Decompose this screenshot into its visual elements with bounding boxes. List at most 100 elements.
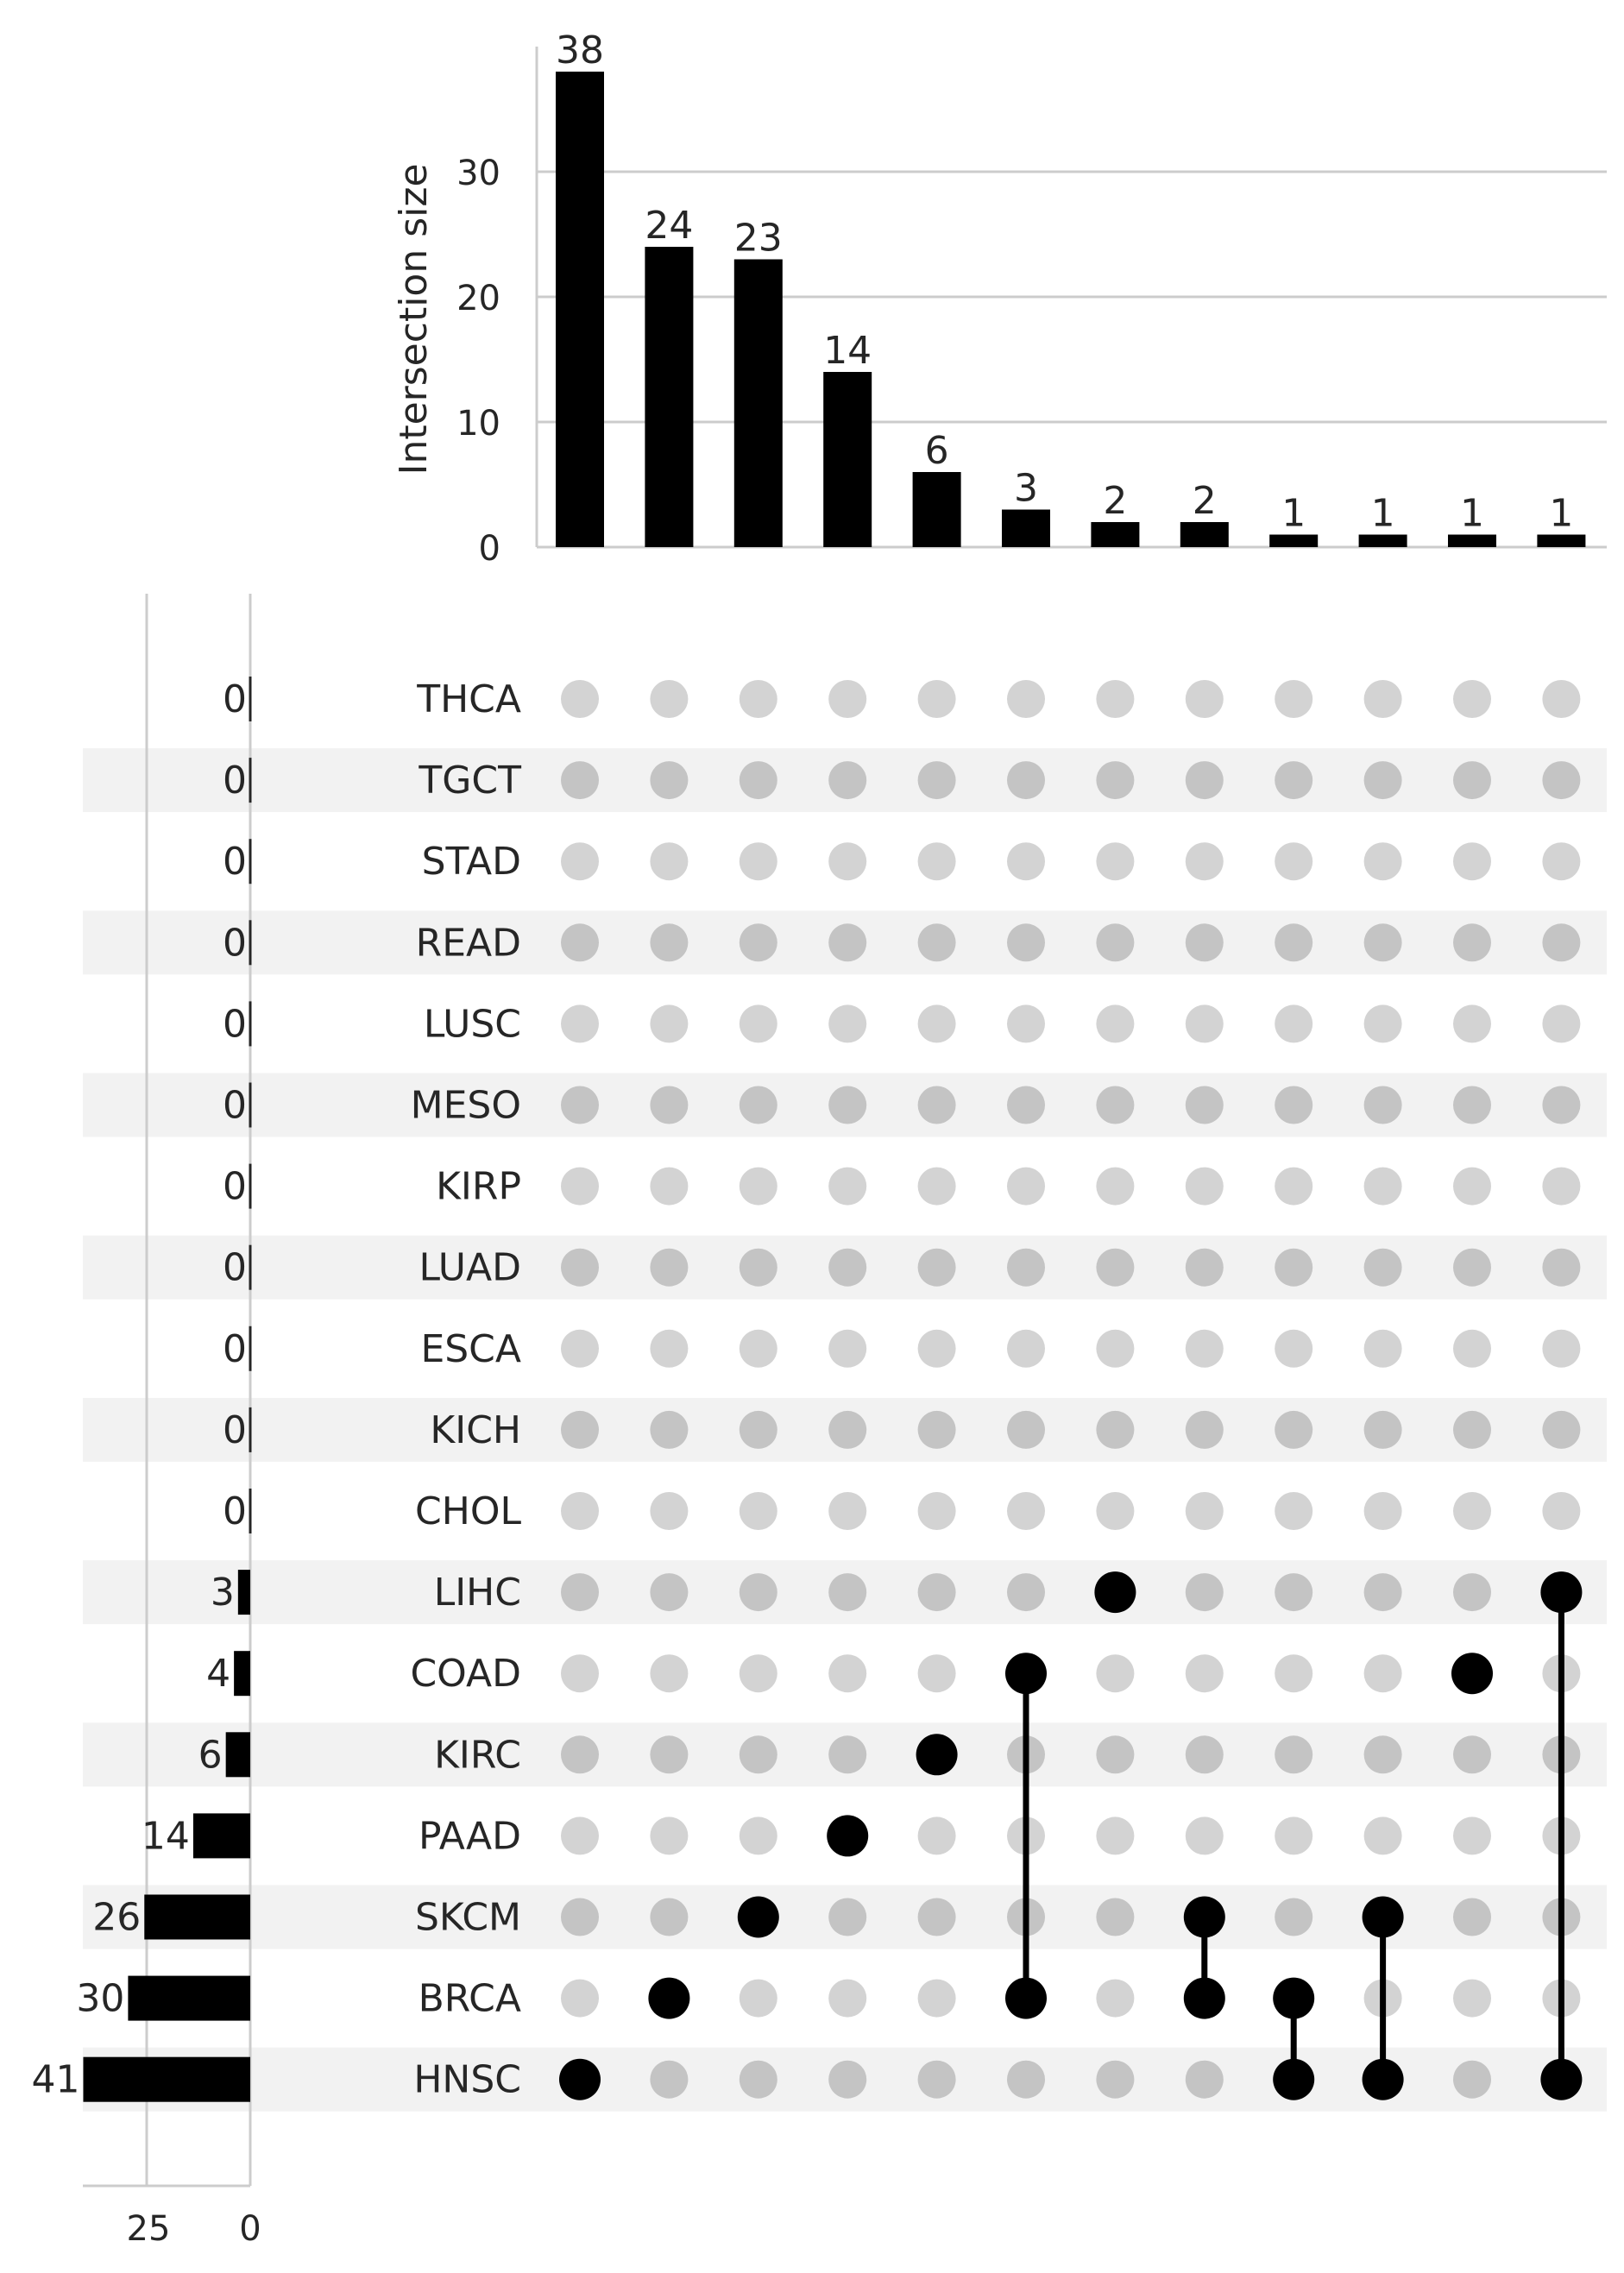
matrix-dot-inactive <box>917 923 956 962</box>
set-label: KIRP <box>436 1165 521 1209</box>
matrix-dot-inactive <box>1185 1248 1224 1287</box>
matrix-dot-inactive <box>1185 1492 1224 1530</box>
set-label: LUSC <box>424 1002 521 1046</box>
matrix-dot-active <box>1094 1571 1136 1614</box>
set-label: ESCA <box>420 1327 521 1371</box>
matrix-dot-inactive <box>1363 1004 1402 1043</box>
matrix-dot-inactive <box>739 842 777 881</box>
matrix-dot-inactive <box>561 1654 599 1693</box>
matrix-dot-inactive <box>917 761 956 800</box>
matrix-dot-active <box>1540 1571 1583 1614</box>
intersection-size-axis-label: Intersection size <box>392 163 436 475</box>
matrix-dot-active <box>1273 1977 1315 2019</box>
matrix-dot-inactive <box>1363 1654 1402 1693</box>
intersection-bar <box>1180 522 1229 547</box>
matrix-dot-inactive <box>1185 1167 1224 1206</box>
intersection-value-label: 2 <box>1103 479 1127 523</box>
matrix-dot-inactive <box>1096 1817 1135 1855</box>
set-label: COAD <box>410 1652 521 1696</box>
matrix-dot-inactive <box>917 1086 956 1124</box>
matrix-dot-inactive <box>1363 1167 1402 1206</box>
matrix-dot-inactive <box>561 1898 599 1936</box>
intersection-value-label: 1 <box>1549 492 1573 536</box>
matrix-dot-inactive <box>1096 1167 1135 1206</box>
set-label: TGCT <box>418 759 521 803</box>
matrix-dot-inactive <box>739 1979 777 2018</box>
set-size-value-label: 0 <box>223 1408 247 1452</box>
matrix-dot-inactive <box>561 1817 599 1855</box>
matrix-dot-inactive <box>1542 1086 1581 1124</box>
matrix-dot-active <box>916 1734 958 1776</box>
matrix-dot-inactive <box>650 680 689 718</box>
set-size-value-label: 41 <box>31 2058 79 2102</box>
matrix-dot-inactive <box>1185 1817 1224 1855</box>
matrix-dot-inactive <box>828 1410 867 1449</box>
intersection-value-label: 38 <box>556 28 604 72</box>
matrix-dot-inactive <box>1453 1086 1491 1124</box>
set-size-value-label: 0 <box>223 1084 247 1128</box>
matrix-dot-inactive <box>917 1654 956 1693</box>
matrix-dot-inactive <box>1542 761 1581 800</box>
matrix-dot-inactive <box>1185 680 1224 718</box>
intersection-bar <box>1002 509 1050 547</box>
matrix-dot-inactive <box>828 842 867 881</box>
set-label: CHOL <box>415 1489 521 1533</box>
matrix-dot-inactive <box>739 1248 777 1287</box>
matrix-dot-inactive <box>1185 1735 1224 1774</box>
y-tick-label: 20 <box>456 279 500 318</box>
intersection-bar <box>645 247 694 547</box>
matrix-dot-inactive <box>739 1167 777 1206</box>
matrix-dot-inactive <box>561 1735 599 1774</box>
matrix-dot-inactive <box>1007 2060 1045 2099</box>
matrix-dot-inactive <box>1542 1248 1581 1287</box>
matrix-dot-inactive <box>650 2060 689 2099</box>
matrix-dot-inactive <box>739 1735 777 1774</box>
matrix-dot-active <box>559 2058 601 2100</box>
membership-matrix <box>559 680 1583 2100</box>
matrix-dot-inactive <box>1185 923 1224 962</box>
matrix-dot-inactive <box>561 1004 599 1043</box>
matrix-dot-inactive <box>650 1492 689 1530</box>
matrix-dot-inactive <box>739 2060 777 2099</box>
set-size-tick-label: 25 <box>127 2209 171 2249</box>
matrix-dot-inactive <box>1096 842 1135 881</box>
matrix-dot-inactive <box>1007 761 1045 800</box>
matrix-dot-inactive <box>1007 1167 1045 1206</box>
set-size-value-label: 0 <box>223 921 247 965</box>
set-size-value-label: 30 <box>76 1977 124 2021</box>
matrix-dot-active <box>1183 1896 1225 1938</box>
matrix-dot-active <box>1540 2058 1583 2100</box>
matrix-dot-inactive <box>561 1248 599 1287</box>
matrix-dot-active <box>827 1815 869 1857</box>
matrix-dot-inactive <box>650 1573 689 1612</box>
matrix-dot-inactive <box>650 1004 689 1043</box>
matrix-dot-inactive <box>917 1898 956 1936</box>
set-size-bar <box>83 2056 250 2102</box>
matrix-dot-inactive <box>828 1492 867 1530</box>
matrix-dot-inactive <box>917 1979 956 2018</box>
matrix-dot-inactive <box>1542 1004 1581 1043</box>
matrix-dot-inactive <box>1363 680 1402 718</box>
matrix-dot-inactive <box>1185 2060 1224 2099</box>
matrix-dot-inactive <box>1542 1492 1581 1530</box>
set-label: PAAD <box>419 1814 521 1858</box>
matrix-dot-inactive <box>739 1492 777 1530</box>
matrix-dot-inactive <box>650 1248 689 1287</box>
matrix-dot-inactive <box>1275 1817 1313 1855</box>
matrix-dot-inactive <box>650 1654 689 1693</box>
matrix-dot-inactive <box>1363 842 1402 881</box>
matrix-dot-active <box>737 1896 779 1938</box>
y-tick-label: 0 <box>479 529 500 569</box>
matrix-dot-inactive <box>917 1167 956 1206</box>
y-tick-label: 10 <box>456 404 500 444</box>
matrix-dot-inactive <box>1096 2060 1135 2099</box>
set-label: BRCA <box>419 1977 521 2021</box>
matrix-dot-inactive <box>650 923 689 962</box>
matrix-dot-inactive <box>1096 761 1135 800</box>
matrix-dot-inactive <box>561 1410 599 1449</box>
matrix-dot-active <box>1005 1653 1047 1695</box>
matrix-dot-inactive <box>828 1248 867 1287</box>
intersection-value-label: 2 <box>1193 479 1217 523</box>
matrix-dot-inactive <box>739 1086 777 1124</box>
matrix-dot-inactive <box>1007 1248 1045 1287</box>
